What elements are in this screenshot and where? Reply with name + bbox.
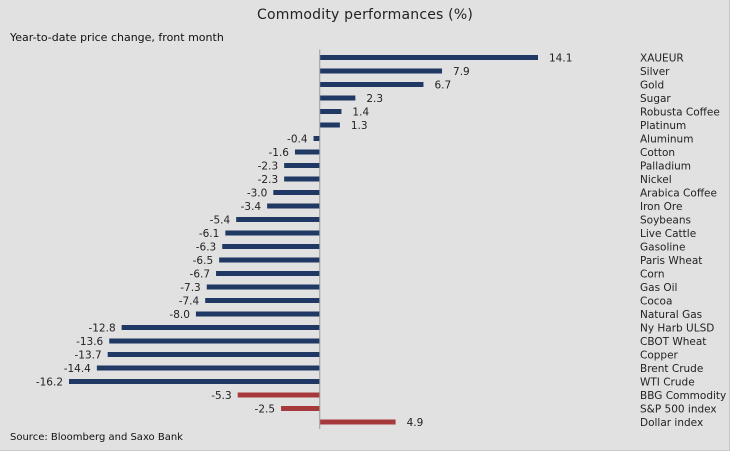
- category-label-0: XAUEUR: [640, 53, 684, 65]
- category-label-9: Nickel: [640, 174, 672, 186]
- data-label-21: -13.6: [76, 336, 103, 348]
- bar-7: [294, 149, 320, 155]
- category-label-8: Palladium: [640, 161, 691, 173]
- data-label-14: -6.3: [196, 242, 217, 254]
- bar-0: [319, 55, 538, 60]
- bar-24: [69, 379, 320, 384]
- bar-25: [237, 392, 320, 398]
- bar-3: [319, 95, 356, 101]
- category-label-7: Cotton: [640, 147, 675, 159]
- data-label-22: -13.7: [75, 350, 102, 362]
- bar-4: [319, 109, 342, 114]
- data-label-26: -2.5: [255, 404, 276, 416]
- data-label-19: -8.0: [169, 309, 190, 321]
- bar-2: [319, 82, 424, 87]
- data-label-18: -7.4: [179, 296, 200, 308]
- category-label-20: Ny Harb ULSD: [640, 323, 714, 335]
- bar-22: [107, 352, 320, 357]
- data-label-4: 1.4: [352, 107, 369, 119]
- bar-18: [205, 298, 320, 303]
- bar-8: [284, 163, 320, 168]
- data-label-10: -3.0: [247, 188, 268, 200]
- category-label-10: Arabica Coffee: [640, 188, 717, 200]
- data-label-17: -7.3: [180, 282, 201, 294]
- data-label-12: -5.4: [210, 215, 231, 227]
- category-label-27: Dollar index: [640, 417, 703, 429]
- data-label-24: -16.2: [36, 377, 63, 389]
- data-label-7: -1.6: [268, 147, 289, 159]
- data-label-25: -5.3: [211, 390, 232, 402]
- category-label-15: Paris Wheat: [640, 255, 702, 267]
- bar-9: [284, 176, 320, 182]
- data-label-1: 7.9: [453, 66, 470, 78]
- data-label-0: 14.1: [549, 53, 572, 65]
- data-label-13: -6.1: [199, 228, 220, 240]
- bar-27: [319, 419, 396, 425]
- data-label-9: -2.3: [258, 174, 279, 186]
- data-label-8: -2.3: [258, 161, 279, 173]
- category-label-2: Gold: [640, 80, 664, 92]
- chart-subtitle: Year-to-date price change, front month: [10, 31, 224, 44]
- chart-title: Commodity performances (%): [256, 7, 473, 23]
- data-label-16: -6.7: [190, 269, 211, 281]
- category-label-12: Soybeans: [640, 215, 691, 227]
- category-label-16: Corn: [640, 269, 665, 281]
- category-label-18: Cocoa: [640, 296, 672, 308]
- bar-23: [96, 365, 320, 371]
- chart-source: Source: Bloomberg and Saxo Bank: [10, 432, 183, 443]
- bar-26: [281, 406, 320, 411]
- bar-17: [206, 284, 320, 290]
- data-label-2: 6.7: [434, 80, 451, 92]
- bar-10: [273, 190, 320, 195]
- data-label-3: 2.3: [366, 93, 383, 105]
- category-label-17: Gas Oil: [640, 282, 677, 294]
- bar-1: [319, 68, 443, 74]
- bar-11: [267, 203, 320, 209]
- bar-12: [236, 217, 320, 222]
- category-label-19: Natural Gas: [640, 309, 702, 321]
- category-label-14: Gasoline: [640, 242, 685, 254]
- category-label-25: BBG Commodity: [640, 390, 726, 402]
- data-label-27: 4.9: [407, 417, 424, 429]
- bar-21: [109, 338, 320, 344]
- bar-15: [219, 257, 320, 263]
- category-label-13: Live Cattle: [640, 228, 696, 240]
- data-label-20: -12.8: [88, 323, 115, 335]
- data-label-15: -6.5: [193, 255, 214, 267]
- category-label-24: WTI Crude: [640, 377, 695, 389]
- category-label-1: Silver: [640, 66, 670, 78]
- category-label-6: Aluminum: [640, 134, 693, 146]
- bar-13: [225, 230, 320, 236]
- data-label-11: -3.4: [241, 201, 262, 213]
- bar-6: [313, 136, 320, 141]
- category-label-11: Iron Ore: [640, 201, 682, 213]
- data-label-6: -0.4: [287, 134, 308, 146]
- bar-16: [216, 271, 320, 276]
- category-label-21: CBOT Wheat: [640, 336, 706, 348]
- category-label-4: Robusta Coffee: [640, 107, 720, 119]
- bar-20: [121, 325, 320, 330]
- bar-5: [319, 122, 340, 128]
- category-label-22: Copper: [640, 350, 679, 362]
- data-label-23: -14.4: [64, 363, 91, 375]
- category-label-3: Sugar: [640, 93, 671, 105]
- category-label-26: S&P 500 index: [640, 404, 717, 416]
- category-label-23: Brent Crude: [640, 363, 703, 375]
- bar-14: [222, 244, 320, 249]
- bar-19: [195, 311, 320, 317]
- category-label-5: Platinum: [640, 120, 686, 132]
- data-label-5: 1.3: [351, 120, 368, 132]
